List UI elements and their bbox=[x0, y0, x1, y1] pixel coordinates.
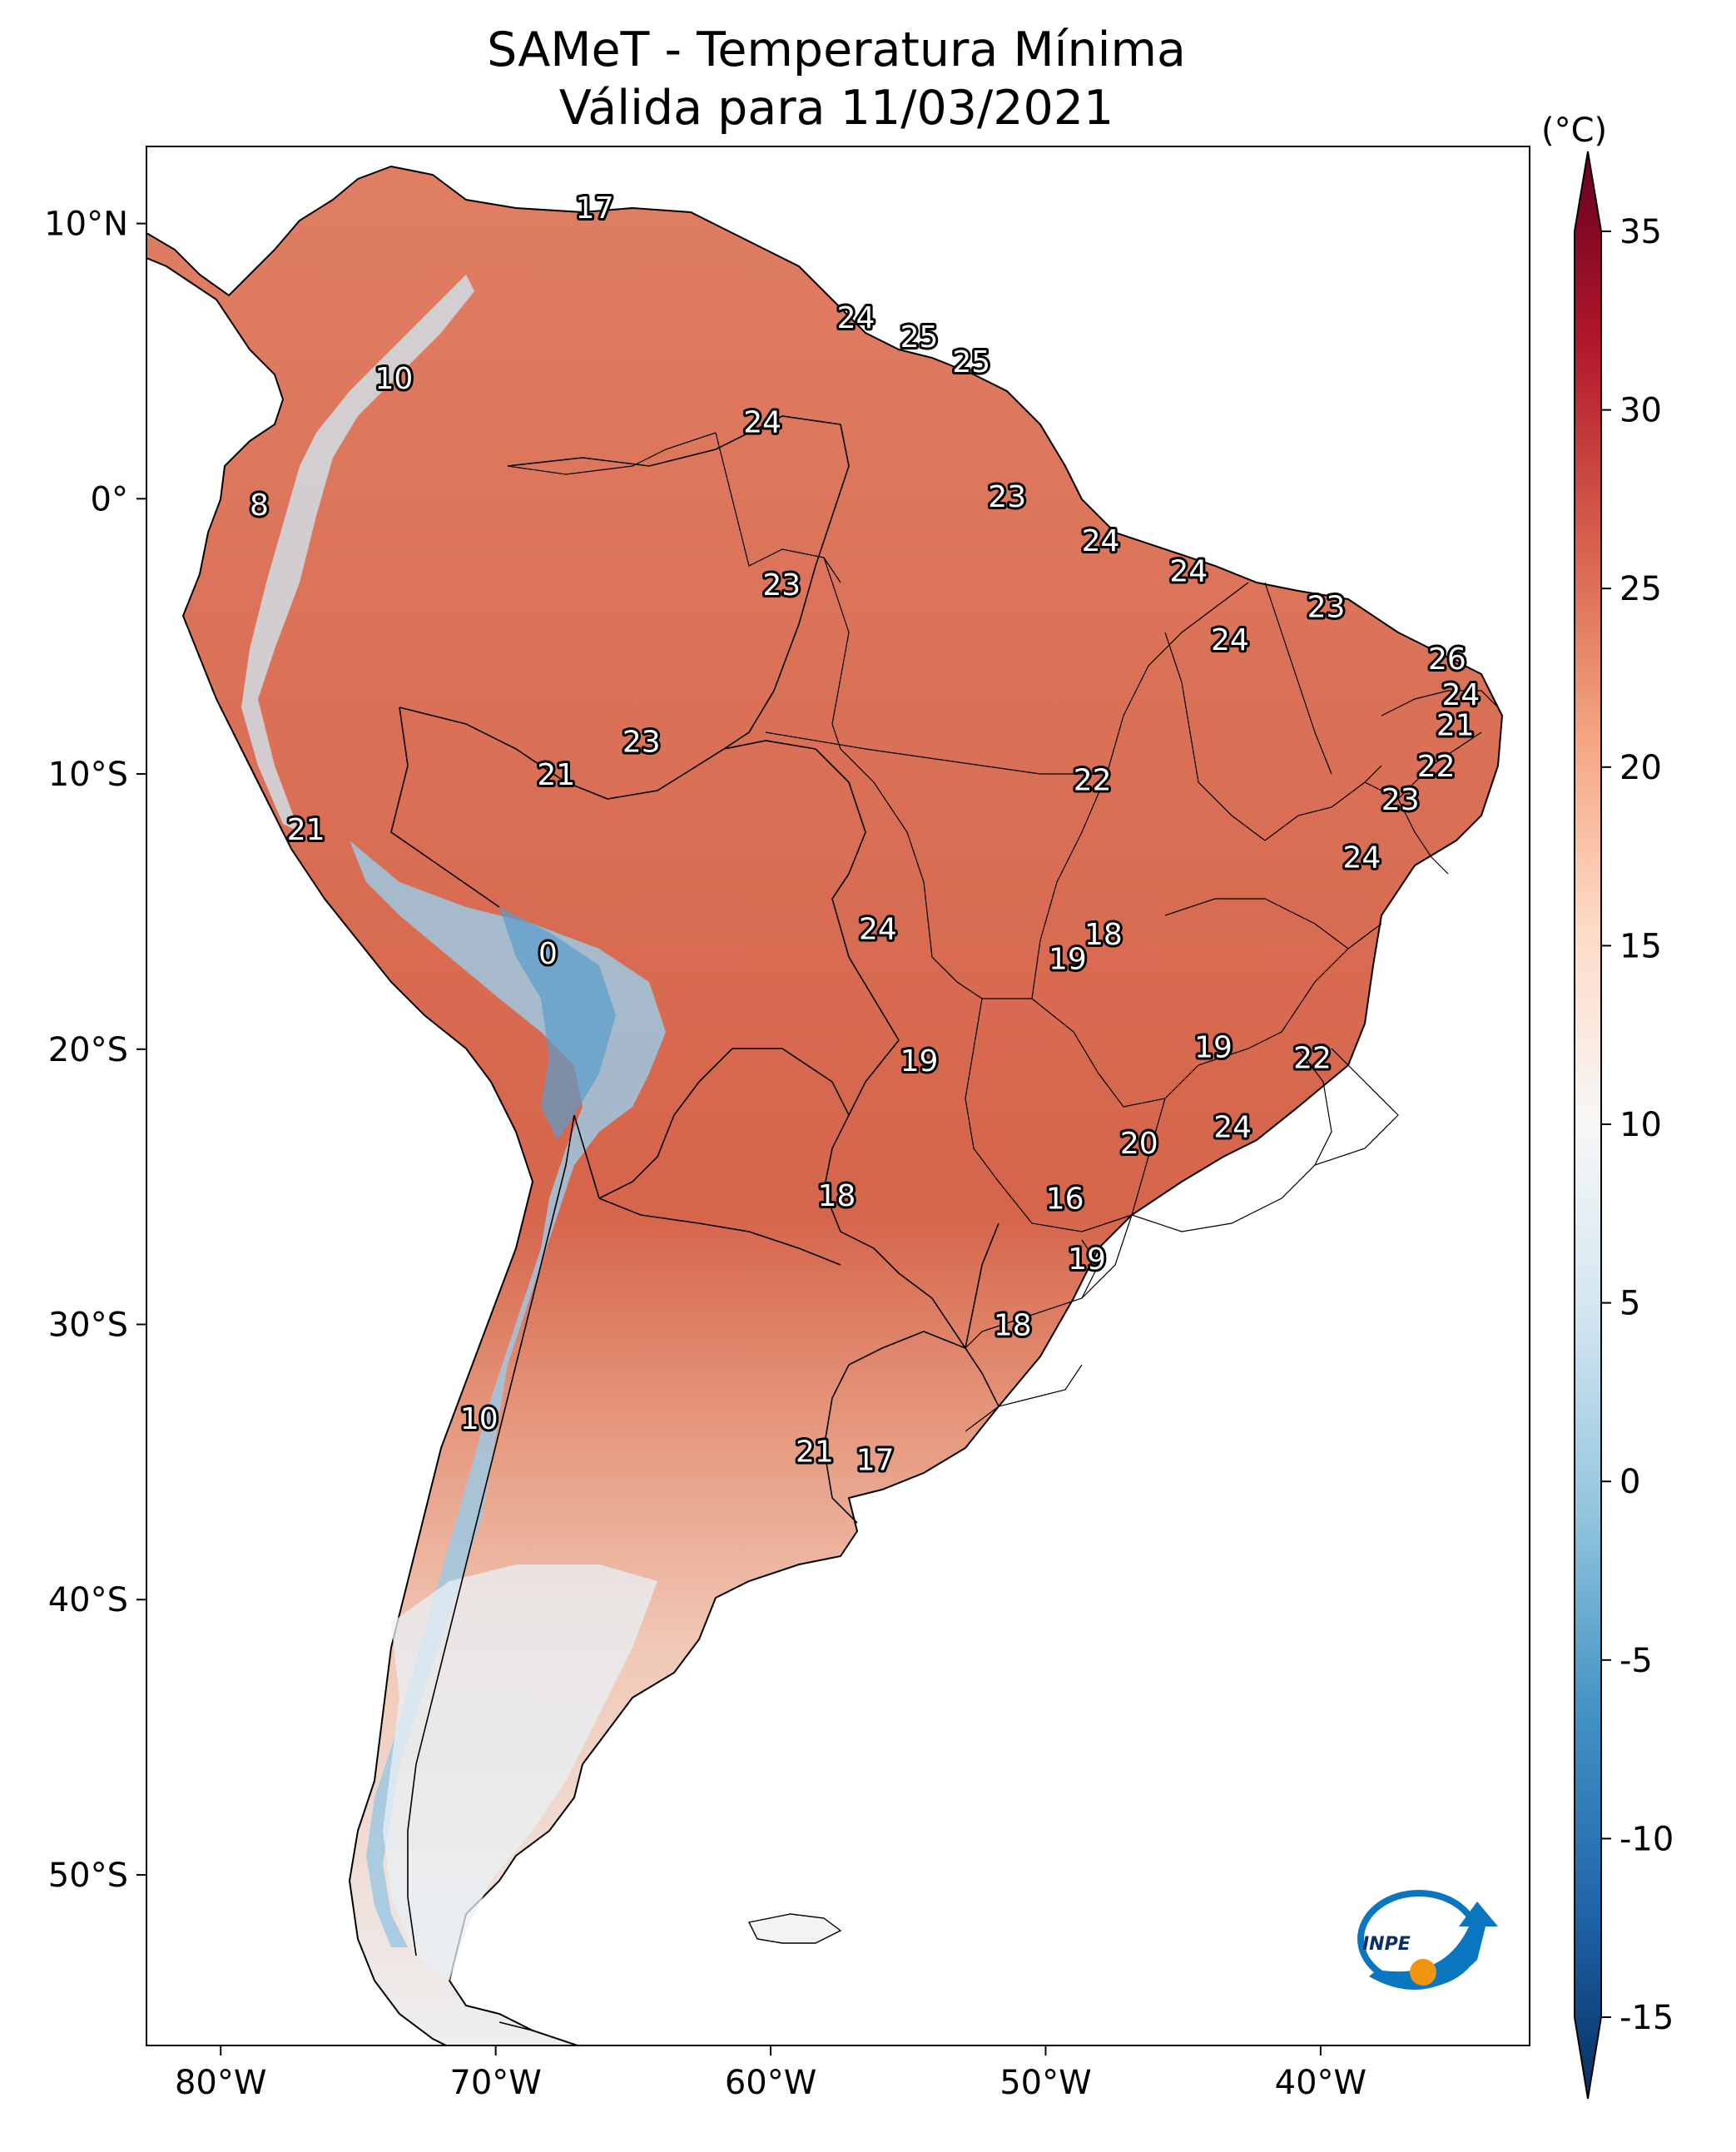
station-value-label: 18 bbox=[1084, 918, 1123, 952]
lat-tick-label: 40°S bbox=[48, 1581, 128, 1619]
station-value-label: 21 bbox=[796, 1435, 834, 1470]
lon-tick-label: 40°W bbox=[1275, 2064, 1366, 2102]
station-value-label: 23 bbox=[988, 480, 1026, 514]
colorbar-tick-label: 30 bbox=[1619, 392, 1662, 430]
station-value-label: 20 bbox=[1120, 1127, 1158, 1161]
lat-tick-label: 10°S bbox=[48, 756, 128, 794]
station-value-label: 24 bbox=[1082, 524, 1120, 558]
inpe-logo-text: INPE bbox=[1362, 1934, 1411, 1955]
station-value-label: 24 bbox=[859, 912, 897, 946]
latitude-axis: 10°N 0° 10°S 20°S 30°S 40°S 50°S bbox=[44, 206, 146, 1895]
inpe-logo: INPE bbox=[1357, 1890, 1498, 1990]
colorbar-bar bbox=[1574, 151, 1602, 2100]
station-value-label: 17 bbox=[856, 1444, 895, 1478]
colorbar-tick-label: -10 bbox=[1619, 1820, 1674, 1858]
lat-tick-label: 30°S bbox=[48, 1307, 128, 1345]
colorbar-ticks: 35 30 25 20 15 10 5 0 -5 -10 -15 bbox=[1601, 213, 1674, 2037]
lon-tick-label: 70°W bbox=[449, 2064, 541, 2102]
longitude-axis: 80°W 70°W 60°W 50°W 40°W bbox=[175, 2045, 1366, 2102]
station-value-label: 8 bbox=[250, 488, 269, 523]
station-value-label: 23 bbox=[1307, 590, 1346, 624]
station-value-label: 25 bbox=[952, 345, 990, 379]
station-value-label: 19 bbox=[900, 1044, 939, 1078]
station-value-label: 0 bbox=[538, 937, 558, 971]
altiplano-cold-core bbox=[499, 907, 616, 1140]
colorbar-tick-label: -5 bbox=[1619, 1642, 1653, 1680]
map-frame bbox=[146, 146, 1530, 2046]
colorbar-unit: (°C) bbox=[1541, 112, 1607, 150]
station-value-label: 23 bbox=[762, 568, 801, 602]
station-value-label: 24 bbox=[1343, 840, 1381, 875]
station-value-label: 24 bbox=[837, 301, 875, 335]
station-value-label: 10 bbox=[374, 362, 413, 396]
station-value-label: 24 bbox=[1169, 554, 1208, 588]
colorbar-tick-label: 0 bbox=[1619, 1463, 1640, 1501]
station-value-label: 16 bbox=[1046, 1182, 1084, 1216]
map-area bbox=[146, 165, 1504, 2045]
south-america-landmass bbox=[146, 165, 1504, 2045]
falkland-islands bbox=[747, 1913, 842, 1944]
state-borders bbox=[507, 432, 1499, 1432]
lon-tick-label: 50°W bbox=[999, 2064, 1091, 2102]
station-value-label: 19 bbox=[1194, 1030, 1233, 1064]
patagonia-cool bbox=[383, 1564, 657, 1981]
station-value-label: 26 bbox=[1428, 642, 1466, 677]
station-value-label: 22 bbox=[1074, 764, 1112, 798]
colorbar-tick-label: 25 bbox=[1619, 570, 1662, 608]
colorbar-tick-label: 35 bbox=[1619, 213, 1662, 251]
colorbar-tick-label: 15 bbox=[1619, 927, 1662, 965]
colorbar-tick-label: 20 bbox=[1619, 749, 1662, 787]
andes-north-cold bbox=[241, 275, 474, 832]
station-value-label: 21 bbox=[287, 813, 325, 847]
station-value-label: 24 bbox=[1441, 678, 1480, 712]
lon-tick-label: 60°W bbox=[725, 2064, 816, 2102]
station-value-label: 17 bbox=[576, 191, 614, 226]
station-value-label: 10 bbox=[460, 1402, 498, 1436]
lat-tick-label: 10°N bbox=[44, 206, 128, 244]
colorbar-tick-label: 5 bbox=[1619, 1285, 1640, 1323]
station-value-label: 22 bbox=[1417, 750, 1456, 784]
map-subtitle: Válida para 11/03/2021 bbox=[558, 81, 1114, 136]
colorbar-tick-label: -15 bbox=[1619, 1999, 1674, 2037]
lat-tick-label: 50°S bbox=[48, 1857, 128, 1895]
colorbar: 35 30 25 20 15 10 5 0 -5 -10 -15 (°C) bbox=[1541, 112, 1674, 2100]
station-value-label: 22 bbox=[1293, 1042, 1332, 1076]
station-value-label: 23 bbox=[1381, 783, 1420, 817]
station-value-label: 18 bbox=[994, 1309, 1032, 1343]
lat-tick-label: 0° bbox=[91, 480, 128, 518]
station-value-label: 24 bbox=[743, 406, 781, 440]
station-value-label: 21 bbox=[1436, 709, 1475, 743]
station-value-label: 23 bbox=[622, 725, 661, 759]
station-value-label: 24 bbox=[1213, 1110, 1252, 1144]
station-value-label: 25 bbox=[900, 320, 939, 355]
lon-tick-label: 80°W bbox=[175, 2064, 266, 2102]
station-value-label: 21 bbox=[537, 758, 575, 792]
station-value-label: 18 bbox=[817, 1179, 856, 1213]
lat-tick-label: 20°S bbox=[48, 1031, 128, 1069]
map-title: SAMeT - Temperatura Mínima bbox=[487, 22, 1186, 77]
station-value-label: 19 bbox=[1049, 943, 1087, 977]
station-value-label: 24 bbox=[1211, 623, 1249, 657]
colorbar-tick-label: 10 bbox=[1619, 1106, 1662, 1144]
station-value-label: 19 bbox=[1068, 1242, 1106, 1277]
country-borders bbox=[390, 415, 999, 2031]
